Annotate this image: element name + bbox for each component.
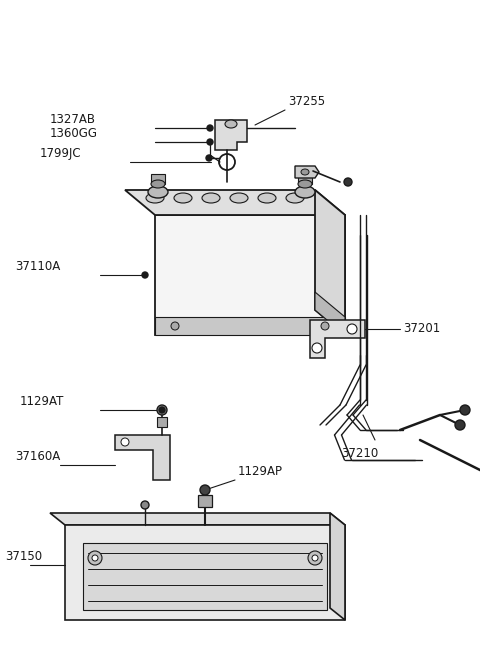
Polygon shape (295, 166, 319, 178)
Text: 37201: 37201 (403, 323, 440, 336)
Text: 1129AT: 1129AT (20, 395, 64, 408)
Text: 37150: 37150 (5, 550, 42, 563)
Ellipse shape (286, 193, 304, 203)
Text: 1799JC: 1799JC (40, 147, 82, 160)
Polygon shape (298, 174, 312, 184)
Circle shape (347, 324, 357, 334)
Circle shape (312, 343, 322, 353)
Ellipse shape (301, 169, 309, 175)
Text: 37110A: 37110A (15, 260, 60, 273)
Polygon shape (157, 417, 167, 427)
Ellipse shape (148, 186, 168, 198)
Ellipse shape (202, 193, 220, 203)
Polygon shape (198, 495, 212, 507)
Circle shape (207, 139, 213, 145)
Polygon shape (65, 525, 345, 620)
Ellipse shape (298, 180, 312, 188)
Circle shape (142, 272, 148, 278)
Circle shape (92, 555, 98, 561)
Polygon shape (155, 215, 345, 335)
Circle shape (321, 322, 329, 330)
Circle shape (88, 551, 102, 565)
Polygon shape (115, 435, 170, 480)
Circle shape (157, 405, 167, 415)
Circle shape (344, 178, 352, 186)
Text: 1327AB: 1327AB (50, 113, 96, 126)
Circle shape (121, 438, 129, 446)
Ellipse shape (230, 193, 248, 203)
Text: 37160A: 37160A (15, 450, 60, 463)
Circle shape (200, 485, 210, 495)
Polygon shape (215, 120, 247, 150)
Text: 1360GG: 1360GG (50, 127, 98, 140)
Circle shape (206, 155, 212, 161)
Circle shape (312, 555, 318, 561)
Polygon shape (50, 513, 345, 525)
Circle shape (141, 501, 149, 509)
Circle shape (159, 407, 165, 413)
Polygon shape (310, 320, 365, 358)
Polygon shape (83, 543, 327, 610)
Circle shape (460, 405, 470, 415)
Polygon shape (315, 292, 345, 335)
Ellipse shape (258, 193, 276, 203)
Ellipse shape (151, 180, 165, 188)
Text: 1129AP: 1129AP (238, 465, 283, 478)
Ellipse shape (295, 186, 315, 198)
Ellipse shape (146, 193, 164, 203)
Polygon shape (151, 174, 165, 184)
Polygon shape (125, 190, 345, 215)
Text: 37210: 37210 (341, 447, 379, 460)
Circle shape (207, 125, 213, 131)
Ellipse shape (225, 120, 237, 128)
Polygon shape (315, 190, 345, 335)
Circle shape (455, 420, 465, 430)
Ellipse shape (174, 193, 192, 203)
Text: 37255: 37255 (288, 95, 325, 108)
Polygon shape (155, 317, 345, 335)
Circle shape (171, 322, 179, 330)
Polygon shape (330, 513, 345, 620)
Circle shape (308, 551, 322, 565)
